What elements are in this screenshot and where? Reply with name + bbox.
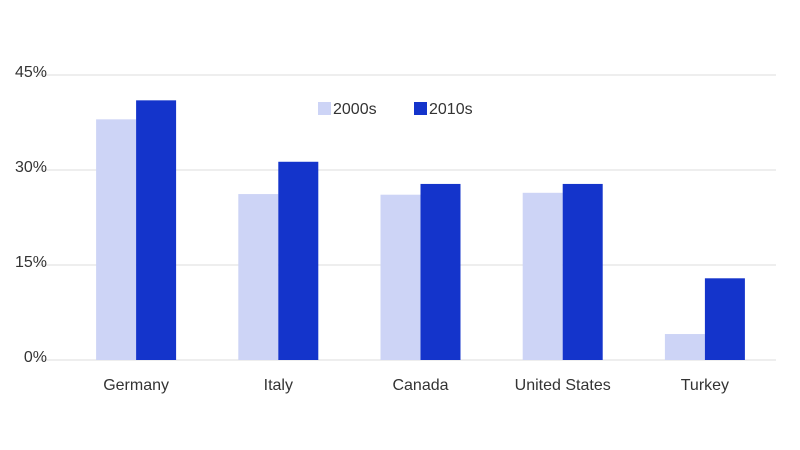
bar [380, 194, 421, 360]
bar [522, 192, 563, 360]
bar [704, 278, 745, 360]
y-tick-label: 30% [15, 159, 47, 176]
y-tick-label: 0% [24, 349, 47, 366]
legend-label: 2010s [429, 101, 473, 118]
bar [238, 194, 279, 360]
bar [562, 183, 603, 360]
bar [278, 161, 319, 360]
bar [420, 183, 461, 360]
y-tick-label: 15% [15, 254, 47, 271]
legend-label: 2000s [333, 101, 377, 118]
x-tick-label: United States [515, 377, 611, 394]
legend-swatch [414, 102, 427, 115]
x-tick-label: Italy [264, 377, 293, 394]
bar [96, 119, 137, 360]
legend-swatch [318, 102, 331, 115]
x-tick-label: Canada [392, 377, 448, 394]
x-tick-label: Turkey [681, 377, 729, 394]
bar [664, 334, 705, 360]
y-tick-label: 45% [15, 64, 47, 81]
bar [136, 100, 177, 360]
x-tick-label: Germany [103, 377, 169, 394]
